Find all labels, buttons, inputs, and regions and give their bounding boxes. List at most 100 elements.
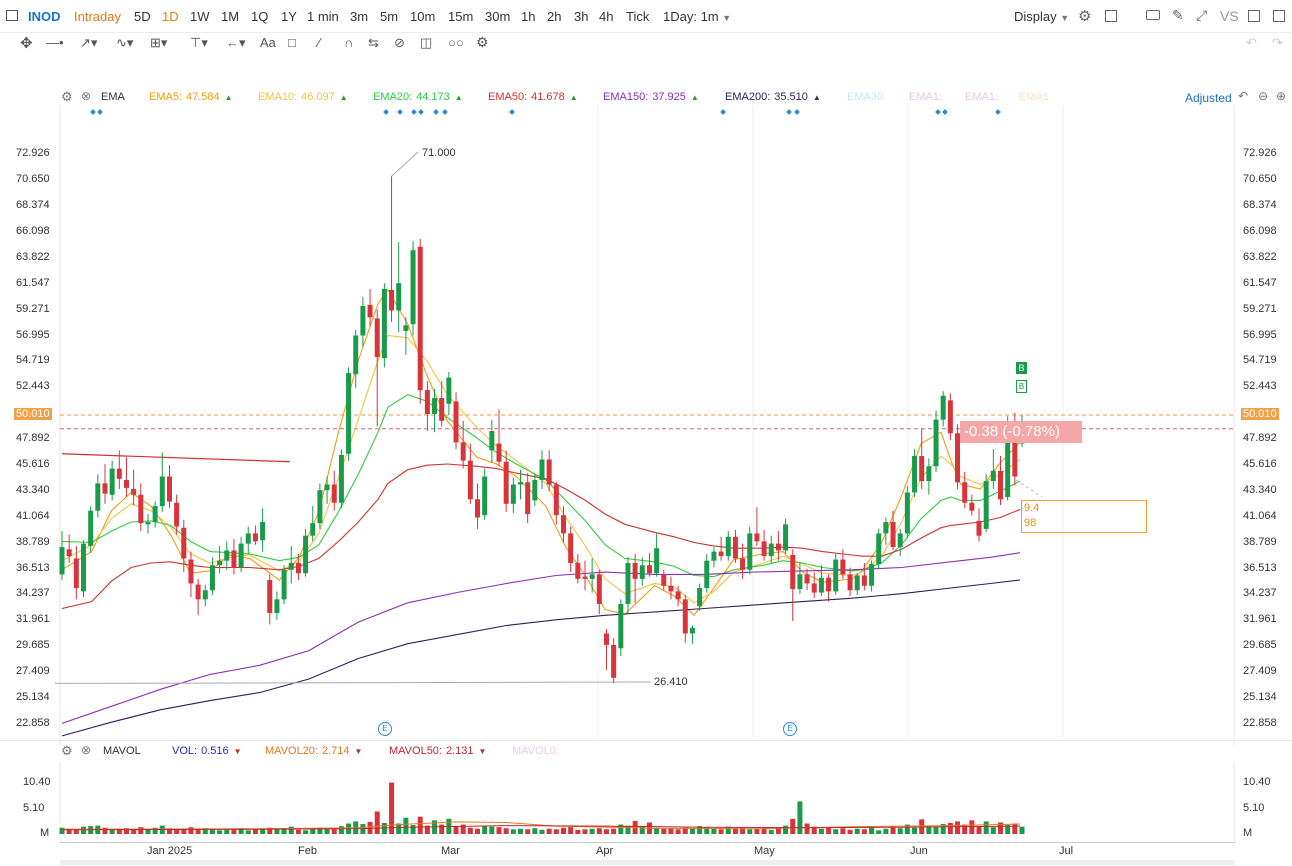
timeframe-3m[interactable]: 3m [350, 9, 369, 24]
redo-icon[interactable]: ↷ [1272, 35, 1283, 50]
sidebar-icon[interactable] [1273, 10, 1285, 22]
settings-icon[interactable]: ⚙ [476, 34, 489, 50]
panel-icon[interactable] [1248, 10, 1260, 22]
mavol-legend-item[interactable]: MAVOL0: [512, 745, 559, 757]
pattern-tool-icon[interactable]: ⊞▾ [150, 35, 168, 50]
interval-select[interactable]: 1Day: 1m ▼ [663, 9, 731, 24]
gear-icon[interactable]: ⚙ [1078, 8, 1092, 25]
timeframe-1h[interactable]: 1h [521, 9, 536, 24]
pen-icon[interactable]: ✎ [1172, 7, 1184, 23]
mavol-legend-item[interactable]: MAVOL20: 2.714 ▼ [265, 745, 362, 757]
timeframe-5d[interactable]: 5D [134, 9, 151, 24]
indicator-settings-icon[interactable]: ⚙ [61, 89, 73, 104]
ema-legend-label: EMA1: [965, 91, 999, 103]
buy-marker-icon[interactable]: B [1016, 380, 1027, 393]
ema-legend-item[interactable]: EMA30 [847, 91, 883, 103]
buy-marker-icon[interactable]: B [1016, 362, 1027, 374]
link-icon[interactable]: ○○ [448, 35, 464, 50]
timeframe-3h[interactable]: 3h [574, 9, 589, 24]
candle-body [962, 482, 968, 503]
adjusted-label[interactable]: Adjusted [1185, 91, 1232, 105]
candle [145, 514, 151, 534]
volume-bar [639, 826, 645, 834]
note-tool-icon[interactable]: □ [288, 35, 296, 50]
arrow-tool-icon[interactable]: ←▾ [226, 35, 246, 50]
candle [568, 526, 574, 573]
candle-body [88, 510, 94, 546]
timeframe-15m[interactable]: 15m [448, 9, 474, 24]
volume-chart[interactable] [0, 762, 1292, 842]
timeframe-1m[interactable]: 1M [221, 9, 240, 24]
fullscreen-icon[interactable]: ⤢ [1196, 7, 1208, 23]
timeframe-10m[interactable]: 10m [410, 9, 436, 24]
timeframe-1w[interactable]: 1W [190, 9, 210, 24]
symbol-label[interactable]: INOD [28, 9, 61, 24]
candle [976, 508, 982, 542]
timeframe-5m[interactable]: 5m [380, 9, 399, 24]
camera-icon[interactable] [1146, 10, 1160, 20]
low-label: 26.410 [654, 676, 688, 688]
candle [546, 450, 552, 492]
mavol-legend-item[interactable]: MAVOL50: 2.131 ▼ [389, 745, 486, 757]
square-icon[interactable] [1105, 10, 1117, 22]
price-tick-label-left: 61.547 [16, 276, 50, 289]
candle [697, 583, 703, 611]
timeframe-tick[interactable]: Tick [626, 9, 650, 24]
price-chart[interactable] [0, 105, 1292, 745]
timeframe-4h[interactable]: 4h [599, 9, 614, 24]
move-icon[interactable]: ✥ [20, 35, 33, 52]
line-tool-icon[interactable]: —• [46, 35, 64, 50]
ema-legend-item[interactable]: EMA20: 44.173 ▲ [373, 91, 463, 103]
undo-icon[interactable]: ↶ [1246, 35, 1257, 50]
measure-tool-icon[interactable]: ⊤▾ [190, 35, 208, 50]
fib-tool-icon[interactable]: ↗▾ [80, 35, 98, 50]
ema-legend-item[interactable]: EMA1 [1019, 91, 1049, 103]
candle [288, 545, 294, 584]
display-button[interactable]: Display ▼ [1014, 9, 1069, 24]
pencil-tool-icon[interactable]: ∕ [318, 35, 321, 50]
ema-title[interactable]: EMA [101, 91, 125, 103]
timeframe-intraday[interactable]: Intraday [74, 9, 121, 24]
timeframe-1d[interactable]: 1D [162, 9, 179, 24]
text-tool-icon[interactable]: Aa [260, 35, 276, 50]
mavol-title[interactable]: MAVOL [103, 745, 141, 757]
timeframe-1y[interactable]: 1Y [281, 9, 297, 24]
ema-legend-item[interactable]: EMA200: 35.510 ▲ [725, 91, 821, 103]
timeframe-1-min[interactable]: 1 min [307, 9, 339, 24]
ema-legend-item[interactable]: EMA1: [909, 91, 942, 103]
candle-body [969, 502, 975, 511]
scrollbar[interactable] [60, 860, 1235, 865]
signal-dot-icon [90, 109, 96, 115]
expand-icon[interactable]: ⊕ [1276, 89, 1287, 103]
timeframe-2h[interactable]: 2h [547, 9, 562, 24]
ema-legend-item[interactable]: EMA1: [965, 91, 998, 103]
candle-body [532, 479, 538, 501]
mavol-legend-item[interactable]: VOL: 0.516 ▼ [172, 745, 242, 757]
volume-bar [826, 827, 832, 834]
vs-button[interactable]: VS [1220, 8, 1239, 24]
mavol-close-icon[interactable]: ⊗ [81, 743, 92, 757]
ema-legend-item[interactable]: EMA50: 41.678 ▲ [488, 91, 578, 103]
change-badge [960, 421, 1082, 443]
event-marker-icon[interactable]: E [378, 722, 392, 736]
ema-legend-item[interactable]: EMA150: 37.925 ▲ [603, 91, 699, 103]
indicator-close-icon[interactable]: ⊗ [81, 89, 92, 103]
magnet-icon[interactable]: ∩ [344, 35, 354, 50]
zigzag-tool-icon[interactable]: ∿▾ [116, 35, 134, 50]
candle-body [575, 562, 581, 579]
candle-body [725, 536, 731, 557]
event-marker-icon[interactable]: E [783, 722, 797, 736]
collapse-icon[interactable]: ⊖ [1258, 89, 1269, 103]
candle [475, 483, 481, 529]
timeframe-1q[interactable]: 1Q [251, 9, 269, 24]
ema-legend-item[interactable]: EMA10: 46.097 ▲ [258, 91, 348, 103]
timeframe-30m[interactable]: 30m [485, 9, 511, 24]
mavol-settings-icon[interactable]: ⚙ [61, 743, 73, 758]
hide-icon[interactable]: ⊘ [394, 35, 405, 50]
sync-icon[interactable]: ⇆ [368, 35, 379, 50]
candle [646, 552, 652, 577]
layout-icon[interactable] [6, 10, 18, 21]
trash-icon[interactable]: ◫ [420, 35, 433, 50]
reset-icon[interactable]: ↶ [1238, 89, 1249, 103]
ema-legend-item[interactable]: EMA5: 47.584 ▲ [149, 91, 233, 103]
